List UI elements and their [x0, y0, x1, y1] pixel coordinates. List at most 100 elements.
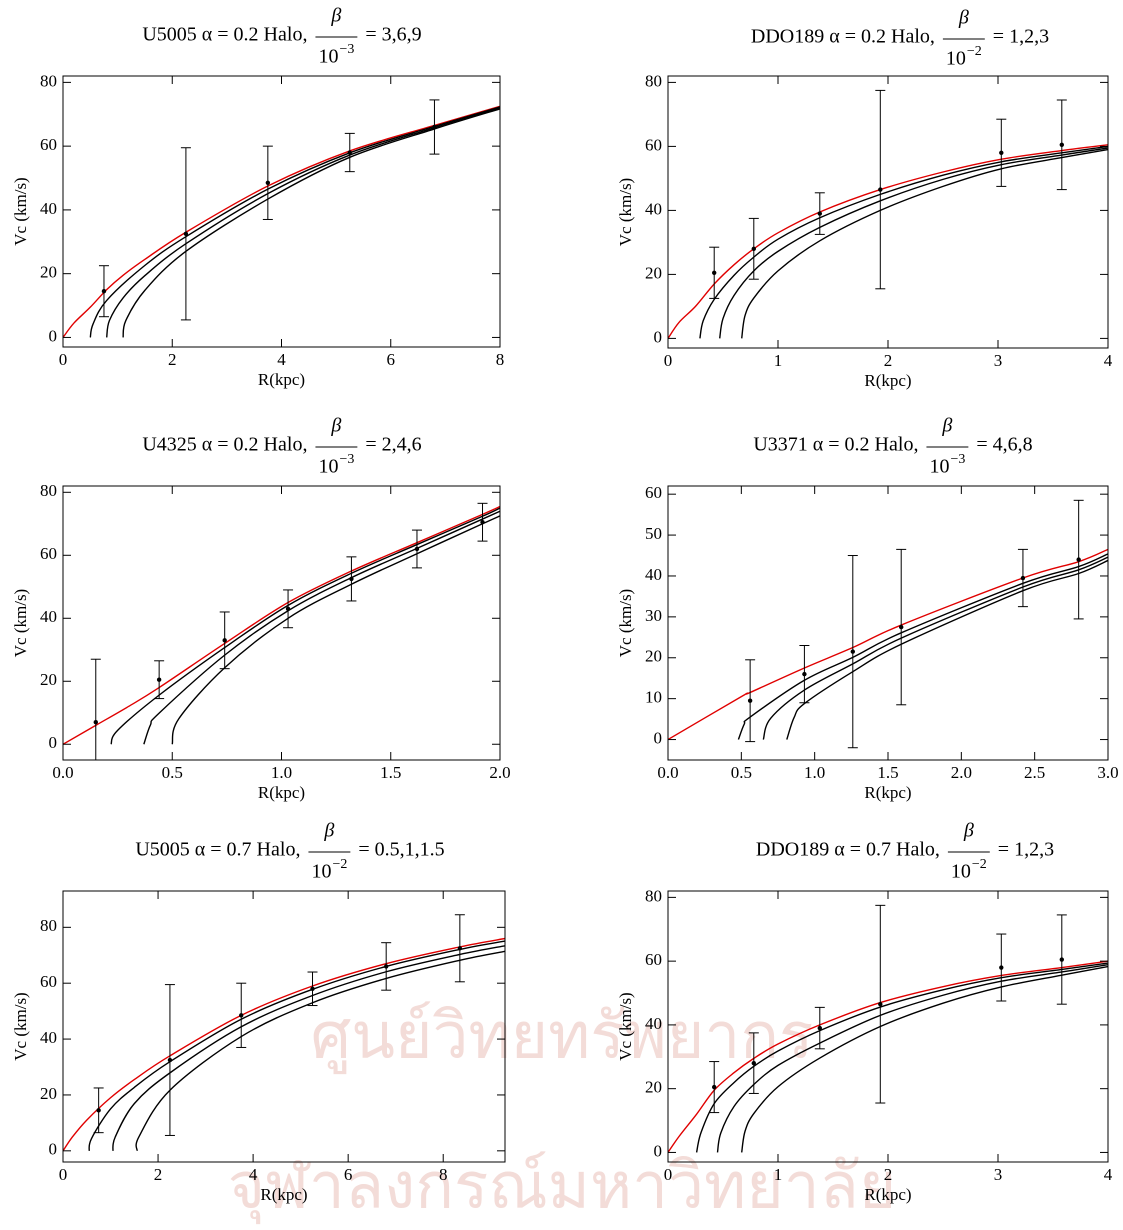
data-point	[817, 211, 822, 216]
title-fraction-exponent: −3	[339, 42, 354, 57]
x-tick-label: 0	[59, 1165, 68, 1184]
data-point	[239, 1013, 244, 1018]
y-tick-label: 20	[40, 263, 57, 282]
x-tick-label: 0	[664, 351, 673, 370]
data-point	[183, 231, 189, 237]
title: U5005 α = 0.7 Halo,	[135, 839, 300, 861]
data-point	[480, 520, 485, 525]
y-tick-label: 0	[654, 1141, 663, 1160]
plot-area	[668, 904, 1108, 1153]
x-axis-label: R(kpc)	[864, 1185, 911, 1204]
data-point	[878, 1001, 883, 1007]
title-fraction-exponent: −2	[967, 44, 982, 59]
data-point	[1076, 557, 1081, 562]
title-fraction-numerator: β	[941, 415, 952, 437]
curve	[88, 940, 505, 1151]
y-tick-label: 10	[645, 688, 662, 707]
y-axis-label: Vc (km/s)	[616, 589, 635, 657]
data-point	[93, 720, 98, 725]
y-axis-label: Vc (km/s)	[616, 178, 635, 246]
x-tick-label: 0	[59, 350, 68, 369]
curve	[122, 108, 500, 338]
curve	[741, 148, 1108, 339]
curve	[741, 965, 1108, 1153]
title: = 1,2,3	[993, 26, 1049, 48]
curve	[699, 145, 1108, 339]
data-point	[285, 606, 291, 612]
data-point	[751, 1060, 756, 1066]
title: DDO189 α = 0.7 Halo,	[756, 839, 940, 861]
title-fraction-numerator: β	[963, 820, 974, 842]
title-fraction-numerator: β	[330, 415, 341, 437]
data-point	[414, 546, 420, 552]
title-fraction-exponent: −2	[332, 857, 347, 872]
title-fraction-denominator: 10	[311, 861, 331, 883]
watermark: ศูนย์วิทยทรัพยากร	[311, 1000, 814, 1075]
x-tick-label: 0.0	[52, 763, 73, 782]
y-tick-label: 20	[40, 1084, 57, 1103]
frame	[62, 890, 506, 1163]
y-tick-label: 60	[40, 544, 57, 563]
data-point	[850, 649, 855, 654]
x-tick-label: 2	[168, 350, 177, 369]
plot-area	[668, 89, 1108, 339]
data-point	[1059, 142, 1065, 147]
title-fraction-numerator: β	[958, 7, 969, 29]
title-fraction-denominator: 10	[951, 861, 971, 883]
data-point	[167, 1057, 173, 1063]
y-tick-label: 20	[645, 647, 662, 666]
y-tick-label: 80	[40, 916, 57, 935]
x-tick-label: 8	[496, 350, 505, 369]
x-tick-label: 4	[1104, 1165, 1113, 1184]
title: DDO189 α = 0.2 Halo,	[751, 26, 935, 48]
x-axis-label: R(kpc)	[260, 1185, 307, 1204]
title-fraction-denominator: 10	[318, 46, 338, 68]
plot-area	[63, 914, 505, 1152]
y-tick-label: 40	[40, 607, 57, 626]
y-axis-label: Vc (km/s)	[616, 992, 635, 1060]
curve	[135, 950, 505, 1151]
y-tick-label: 30	[645, 606, 662, 625]
x-tick-label: 1.0	[271, 763, 292, 782]
title-fraction-denominator: 10	[946, 48, 966, 70]
title: U5005 α = 0.2 Halo,	[142, 24, 307, 46]
curve	[171, 515, 500, 745]
title: = 2,4,6	[365, 434, 421, 456]
data-point	[265, 180, 271, 186]
x-tick-label: 4	[277, 350, 286, 369]
data-point	[349, 576, 354, 582]
y-tick-label: 60	[40, 135, 57, 154]
x-tick-label: 3	[994, 351, 1003, 370]
x-axis-label: R(kpc)	[864, 783, 911, 802]
y-tick-label: 80	[645, 71, 662, 90]
y-tick-label: 40	[645, 1014, 662, 1033]
curve	[719, 147, 1108, 339]
y-tick-label: 50	[645, 524, 662, 543]
y-tick-label: 0	[654, 728, 663, 747]
y-tick-label: 60	[645, 483, 662, 502]
title-fraction-exponent: −3	[339, 452, 354, 467]
x-tick-label: 3.0	[1097, 763, 1118, 782]
title-fraction-numerator: β	[330, 5, 341, 27]
data-point	[1059, 957, 1065, 962]
curve	[737, 553, 1108, 740]
x-tick-label: 1.5	[380, 763, 401, 782]
x-tick-label: 8	[439, 1165, 448, 1184]
data-point	[457, 946, 463, 951]
title-fraction-denominator: 10	[318, 456, 338, 478]
y-axis-label: Vc (km/s)	[11, 992, 30, 1060]
title-fraction-exponent: −3	[950, 452, 965, 467]
data-point	[222, 638, 227, 643]
y-tick-label: 0	[49, 326, 58, 345]
y-tick-label: 20	[40, 670, 57, 689]
y-tick-label: 0	[49, 733, 58, 752]
plot-area	[63, 99, 500, 338]
curve	[89, 106, 500, 338]
curve	[63, 105, 500, 338]
x-tick-label: 3	[994, 1165, 1003, 1184]
curve	[63, 937, 505, 1152]
data-point	[802, 671, 807, 677]
data-point	[999, 150, 1004, 155]
x-tick-label: 0.5	[731, 763, 752, 782]
